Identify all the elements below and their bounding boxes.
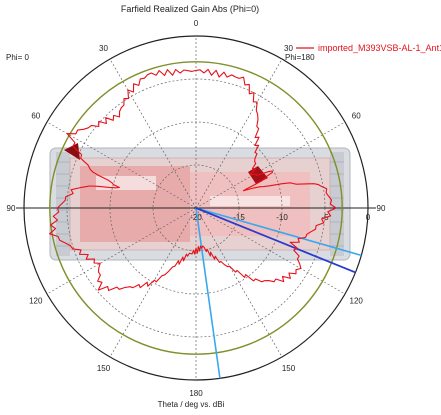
grid-spoke [46, 207, 197, 295]
grid-spoke [195, 207, 346, 295]
grid-spoke [195, 121, 346, 209]
reference-circle [49, 61, 343, 355]
angle-tick-label: 60 [31, 112, 40, 121]
angle-tick-label: 150 [282, 364, 296, 373]
angle-tick-label: 30 [284, 44, 293, 53]
phi-left-marker [64, 143, 80, 160]
series-layer [49, 68, 337, 292]
angle-tick-label: 120 [29, 297, 43, 306]
angle-tick-labels: 0 30 60 90 120 150 180 150 120 90 60 30 [7, 19, 386, 398]
angle-tick-label: 180 [189, 389, 203, 398]
phi-right-label: Phi=180 [285, 53, 315, 62]
angle-tick-label: 150 [97, 364, 111, 373]
radial-tick-label: -20 [190, 213, 202, 222]
phi-left-label: Phi= 0 [6, 53, 29, 62]
angle-tick-label: 90 [377, 204, 386, 213]
radial-tick-label: -15 [233, 213, 245, 222]
grid-spoke [109, 207, 197, 358]
x-axis-label: Theta / deg vs. dBi [158, 400, 225, 409]
polar-grid [16, 35, 376, 381]
radial-tick-label: 0 [366, 213, 371, 222]
angle-tick-label: 60 [352, 112, 361, 121]
angle-tick-label: 0 [194, 19, 199, 28]
grid-spoke [195, 58, 283, 209]
angle-tick-label: 30 [99, 44, 108, 53]
grid-spoke [195, 207, 283, 358]
radial-tick-label: -10 [276, 213, 288, 222]
chart-title: Farfield Realized Gain Abs (Phi=0) [121, 4, 259, 14]
angle-tick-label: 120 [350, 297, 364, 306]
angle-tick-label: 90 [7, 204, 16, 213]
angular-width-line [195, 207, 362, 257]
legend: imported_M393VSB-AL-1_Ant1 [296, 43, 441, 53]
legend-entry: imported_M393VSB-AL-1_Ant1 [318, 43, 441, 53]
series-line [49, 68, 337, 292]
grid-spoke [109, 58, 197, 209]
antenna-model-image [49, 147, 351, 261]
grid-spoke [46, 121, 197, 209]
angular-width-line [195, 207, 221, 379]
main-lobe-line [195, 207, 356, 274]
